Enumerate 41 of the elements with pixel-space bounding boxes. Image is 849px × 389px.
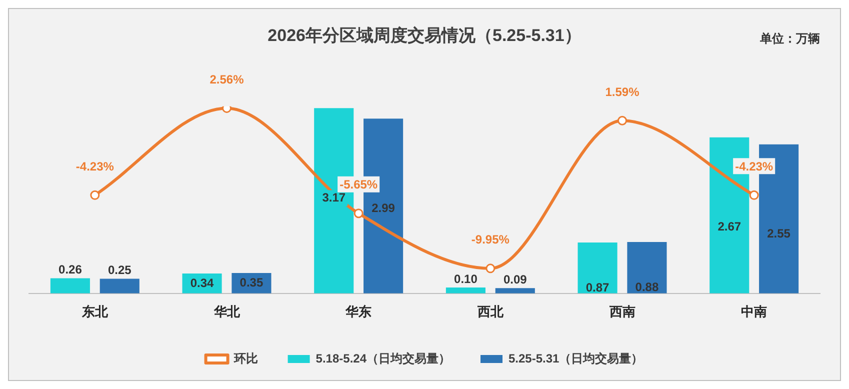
point [222, 106, 232, 113]
data-label: 0.35 [240, 275, 264, 290]
data-label: 0.10 [454, 272, 478, 286]
x-tick-label: 东北 [80, 304, 109, 319]
data-label: 0.26 [58, 262, 82, 277]
data-label: 2.99 [372, 200, 396, 215]
x-tick-label: 华东 [344, 304, 372, 319]
bar [100, 278, 140, 294]
data-label: 2.56% [210, 72, 244, 87]
legend-label: 环比 [232, 351, 258, 366]
point [486, 264, 496, 274]
bar [495, 288, 535, 294]
point [618, 116, 627, 126]
data-label: 3.17 [322, 190, 346, 204]
data-label: -9.95% [471, 232, 510, 247]
legend-label: 5.25-5.31（日均交易量） [508, 351, 644, 366]
x-tick-label: 中南 [741, 304, 768, 319]
data-label: 0.25 [108, 263, 132, 278]
bar [50, 278, 90, 294]
data-label: 2.55 [767, 226, 791, 241]
data-label: -5.65% [340, 178, 378, 192]
data-label: -4.23% [76, 159, 114, 174]
data-label: -4.23% [735, 159, 774, 174]
data-label: 0.34 [190, 276, 214, 290]
legend-label: 5.18-5.24（日均交易量） [316, 351, 451, 366]
point [749, 190, 759, 200]
point [90, 190, 100, 200]
bar [446, 288, 486, 294]
x-tick-label: 华北 [212, 304, 241, 319]
bar [578, 242, 618, 294]
data-label: 0.87 [586, 280, 610, 294]
x-tick-label: 西南 [608, 304, 636, 319]
data-label: 0.09 [503, 272, 528, 286]
point [354, 208, 364, 218]
text: 单位：万辆 [759, 31, 820, 46]
data-label: 0.88 [635, 280, 659, 294]
data-label: 2.67 [718, 220, 742, 234]
bar [627, 242, 667, 294]
data-label: 1.59% [605, 84, 640, 99]
chart-title: 2026年分区域周度交易情况（5.25-5.31） [268, 26, 582, 45]
x-tick-label: 西北 [476, 304, 504, 319]
